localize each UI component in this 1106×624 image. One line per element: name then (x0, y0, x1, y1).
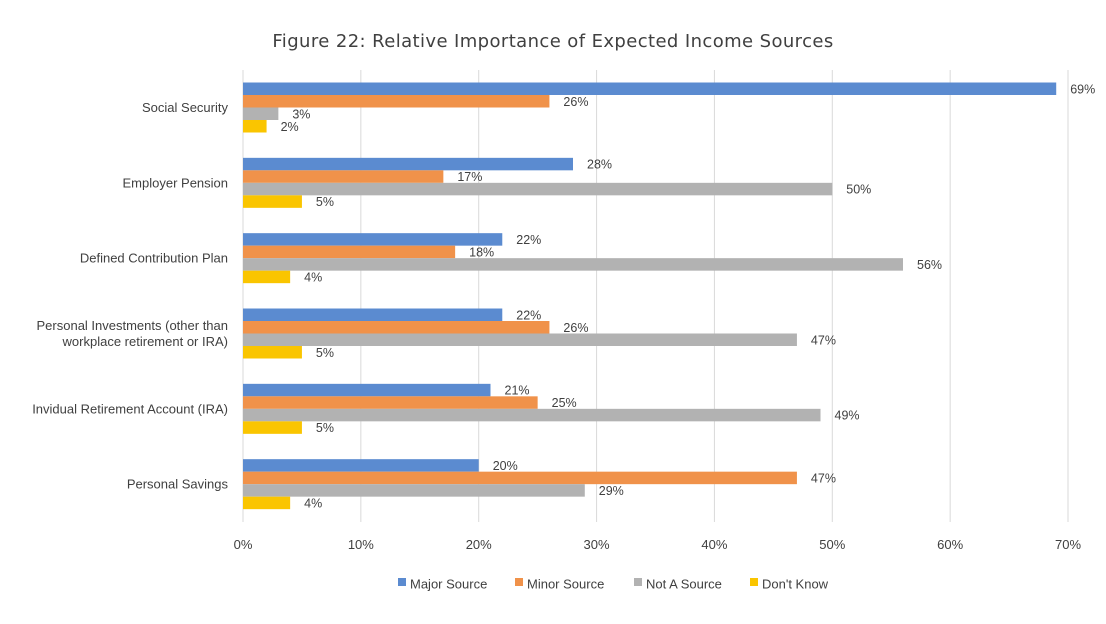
bar (243, 496, 291, 510)
bar (243, 95, 550, 108)
data-label: 22% (516, 308, 541, 322)
category-label: workplace retirement or IRA) (62, 334, 228, 349)
bar (243, 396, 538, 409)
legend-swatch (398, 578, 406, 586)
bar (243, 245, 456, 259)
data-label: 3% (292, 107, 310, 121)
x-tick-label: 20% (466, 537, 492, 552)
bar (243, 421, 302, 434)
x-tick-label: 30% (584, 537, 610, 552)
x-tick-label: 60% (937, 537, 963, 552)
data-label: 69% (1070, 82, 1095, 96)
legend-swatch (634, 578, 642, 586)
data-label: 17% (457, 170, 482, 184)
bar (243, 157, 573, 171)
category-label: Employer Pension (123, 175, 229, 190)
data-label: 29% (599, 484, 624, 498)
category-label: Personal Savings (127, 477, 229, 492)
bar (243, 408, 821, 422)
bar (243, 484, 585, 497)
x-tick-label: 0% (234, 537, 253, 552)
data-label: 4% (304, 496, 322, 510)
data-label: 5% (316, 346, 334, 360)
category-label: Social Security (142, 100, 228, 115)
bar (243, 383, 491, 397)
data-label: 4% (304, 270, 322, 284)
bar (243, 107, 279, 120)
data-label: 5% (316, 421, 334, 435)
bar (243, 170, 444, 183)
data-label: 2% (281, 120, 299, 134)
data-label: 22% (516, 233, 541, 247)
category-label: Invidual Retirement Account (IRA) (32, 401, 228, 416)
x-tick-label: 10% (348, 537, 374, 552)
bar (243, 258, 903, 271)
legend-label: Major Source (410, 577, 487, 592)
legend-label: Not A Source (646, 577, 722, 592)
bar (243, 82, 1057, 95)
data-label: 49% (835, 409, 860, 423)
x-tick-label: 50% (819, 537, 845, 552)
category-label: Defined Contribution Plan (80, 251, 228, 266)
data-label: 18% (469, 245, 494, 259)
legend-swatch (750, 578, 758, 586)
data-label: 26% (563, 321, 588, 335)
data-label: 50% (846, 183, 871, 197)
category-label: Personal Investments (other than (37, 318, 229, 333)
data-label: 47% (811, 471, 836, 485)
legend-label: Don't Know (762, 577, 829, 592)
data-label: 5% (316, 195, 334, 209)
bar (243, 459, 479, 472)
data-label: 20% (493, 459, 518, 473)
data-label: 47% (811, 333, 836, 347)
x-tick-label: 70% (1055, 537, 1081, 552)
legend-label: Minor Source (527, 577, 604, 592)
bar (243, 333, 797, 346)
bar (243, 471, 797, 485)
bar (243, 195, 302, 208)
x-tick-label: 40% (701, 537, 727, 552)
bar (243, 233, 503, 246)
data-label: 56% (917, 258, 942, 272)
bar (243, 182, 833, 196)
data-label: 26% (563, 95, 588, 109)
data-label: 25% (552, 396, 577, 410)
bar (243, 120, 267, 133)
chart-title: Figure 22: Relative Importance of Expect… (272, 31, 834, 52)
bar (243, 308, 503, 321)
bar (243, 346, 302, 359)
data-label: 21% (505, 384, 530, 398)
bar (243, 321, 550, 334)
data-label: 28% (587, 158, 612, 172)
legend-swatch (515, 578, 523, 586)
bar (243, 270, 291, 284)
